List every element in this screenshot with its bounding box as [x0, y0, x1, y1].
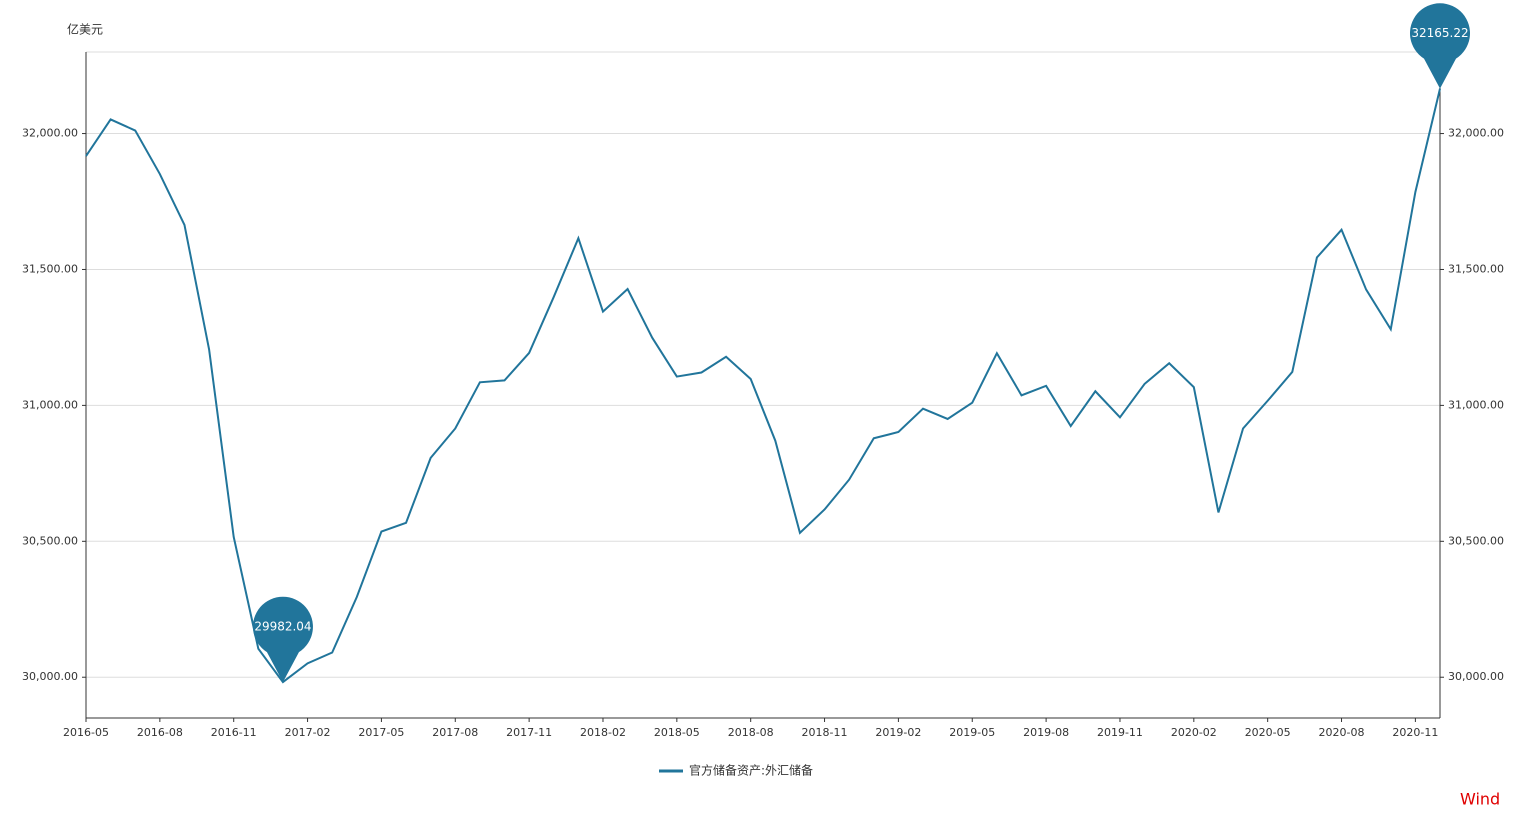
y2-tick-label: 31,000.00 [1448, 398, 1504, 411]
x-tick-label: 2020-05 [1245, 726, 1291, 739]
y2-tick-label: 30,000.00 [1448, 670, 1504, 683]
y-axis-label: 亿美元 [67, 22, 103, 37]
y2-tick-label: 32,000.00 [1448, 127, 1504, 140]
pin [1410, 3, 1471, 89]
x-tick-label: 2016-11 [211, 726, 257, 739]
x-tick-label: 2017-08 [432, 726, 478, 739]
x-tick-label: 2019-08 [1023, 726, 1069, 739]
y-tick-label: 30,500.00 [22, 534, 78, 547]
x-tick-label: 2019-05 [949, 726, 995, 739]
pin-label: 29982.04 [254, 620, 311, 634]
x-tick-label: 2017-11 [506, 726, 552, 739]
source: Wind [1460, 790, 1500, 809]
x-tick-label: 2019-11 [1097, 726, 1143, 739]
legend-label: 官方储备资产:外汇储备 [689, 763, 813, 778]
x-tick-label: 2019-02 [875, 726, 921, 739]
x-tick-label: 2017-05 [358, 726, 404, 739]
y-tick-label: 31,000.00 [22, 398, 78, 411]
x-tick-label: 2018-08 [728, 726, 774, 739]
y2-tick-label: 30,500.00 [1448, 534, 1504, 547]
x-tick-label: 2017-02 [285, 726, 331, 739]
x-tick-label: 2020-11 [1392, 726, 1438, 739]
y-tick-label: 32,000.00 [22, 127, 78, 140]
x-tick-label: 2016-05 [63, 726, 109, 739]
y-tick-label: 30,000.00 [22, 670, 78, 683]
pin-label: 32165.22 [1411, 26, 1468, 40]
x-tick-label: 2018-02 [580, 726, 626, 739]
series-line [85, 88, 1441, 684]
y-tick-label: 31,500.00 [22, 262, 78, 275]
x-tick-label: 2018-05 [654, 726, 700, 739]
y2-tick-label: 31,500.00 [1448, 262, 1504, 275]
x-tick-label: 2020-08 [1319, 726, 1365, 739]
x-tick-label: 2016-08 [137, 726, 183, 739]
pin [252, 596, 313, 683]
x-tick-label: 2020-02 [1171, 726, 1217, 739]
x-tick-label: 2018-11 [802, 726, 848, 739]
